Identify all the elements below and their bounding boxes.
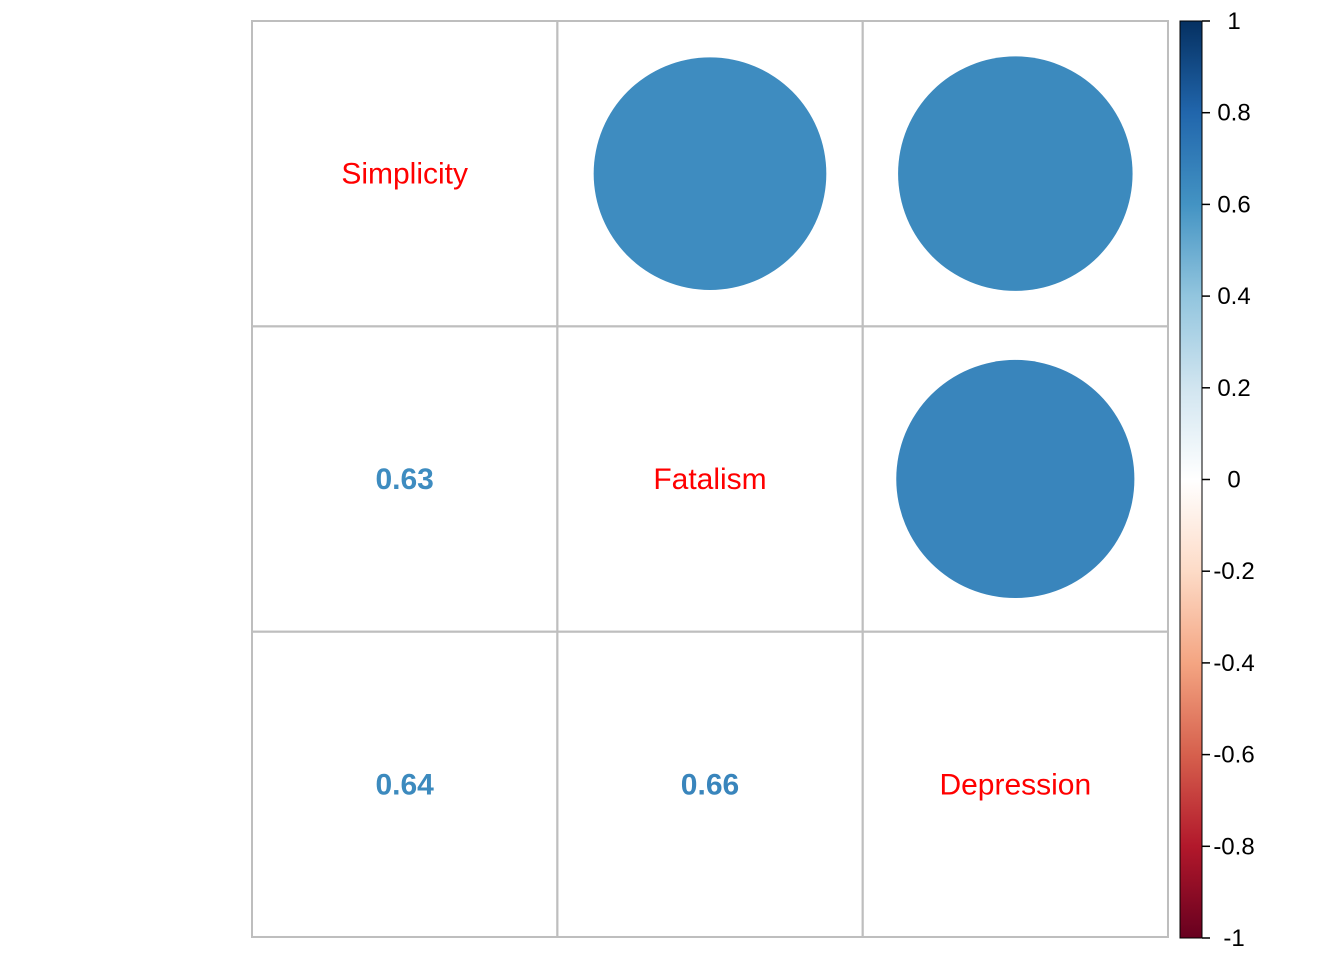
correlation-circle-1-2 [896, 359, 1135, 599]
colorbar-tick-label: 1 [1227, 8, 1240, 35]
correlation-value-2-0: 0.64 [375, 768, 434, 801]
colorbar-tick-label: -0.2 [1213, 558, 1254, 585]
correlation-circle-0-1 [593, 57, 827, 290]
colorbar-tick-label: 0.4 [1217, 283, 1250, 310]
colorbar-tick-label: -0.4 [1213, 650, 1254, 677]
colorbar-tick-label: 0.6 [1217, 191, 1250, 218]
correlation-value-1-0: 0.63 [375, 463, 433, 496]
correlation-grid [251, 20, 1169, 938]
colorbar-tick-label: -0.8 [1213, 833, 1254, 860]
colorbar-tick-label: -0.6 [1213, 742, 1254, 769]
variable-label-depression: Depression [939, 768, 1091, 801]
colorbar-tick-label: 0 [1227, 467, 1240, 494]
colorbar-tick-label: -1 [1223, 925, 1244, 952]
grid-cell-2-2 [861, 630, 1169, 938]
correlation-circle-0-2 [898, 56, 1133, 291]
correlation-marks: Simplicity 0.63 Fatalism 0.64 0.66 Depression [341, 56, 1135, 801]
colorbar-tick-label: 0.2 [1217, 375, 1250, 402]
variable-label-fatalism: Fatalism [653, 463, 766, 496]
variable-label-simplicity: Simplicity [341, 158, 468, 191]
correlation-value-2-1: 0.66 [681, 768, 739, 801]
color-legend: 1 0.8 0.6 0.4 0.2 0 -0.2 -0.4 -0.6 -0.8 -1 [1179, 8, 1255, 952]
colorbar [1179, 20, 1203, 939]
colorbar-tick-label: 0.8 [1217, 100, 1250, 127]
